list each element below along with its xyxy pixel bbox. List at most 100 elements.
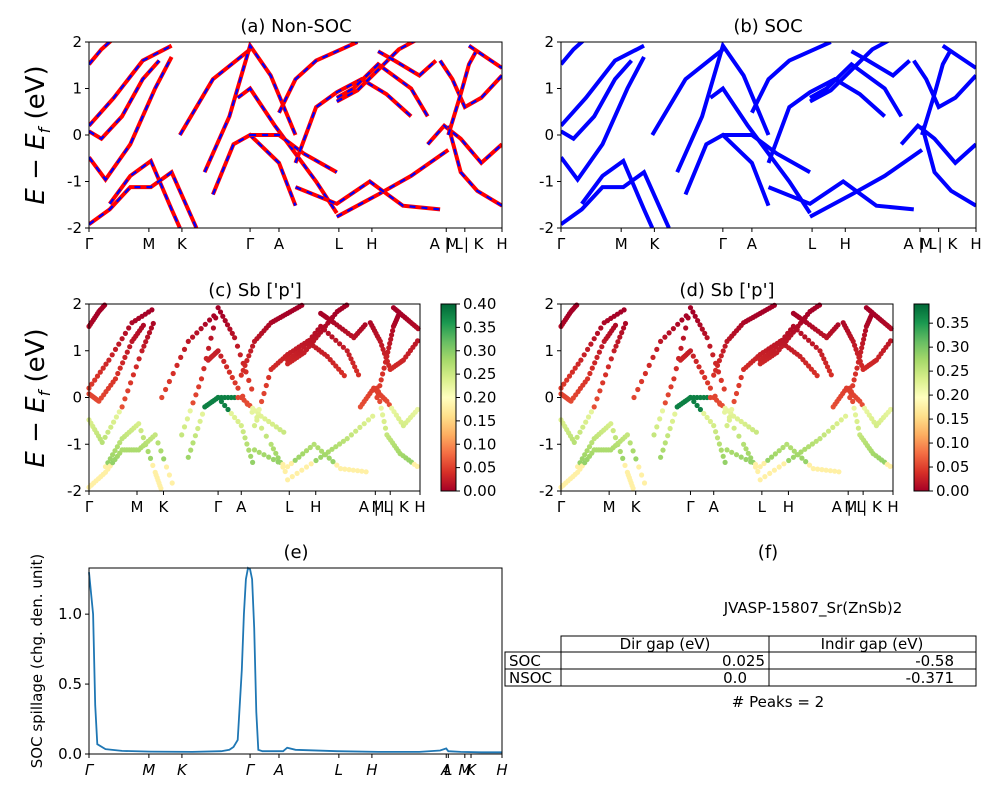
panel-c-point	[208, 335, 214, 341]
panel-d-point	[585, 376, 591, 382]
panel-a-band-dash-6	[178, 48, 251, 136]
panel-d-point	[743, 456, 749, 463]
panel-d-point	[660, 447, 666, 453]
panel-d-point	[855, 425, 862, 431]
panel-c-point	[330, 459, 336, 465]
panel-d-point	[667, 425, 673, 432]
panel-c-point	[234, 343, 241, 349]
panel-b-band-21	[941, 44, 976, 70]
panel-c-xtick-label: Γ	[214, 498, 223, 516]
panel-d-point	[685, 315, 691, 321]
panel-c-point	[318, 454, 324, 460]
panel-d-point	[621, 325, 627, 331]
panel-c-point	[155, 440, 161, 446]
panel-e-xtick-label: L	[335, 761, 343, 779]
panel-d-point	[755, 468, 761, 475]
panel-c-point	[414, 463, 420, 469]
panel-c-point	[166, 472, 172, 478]
panel-d-point	[680, 335, 687, 341]
panel-b-band-4	[580, 157, 655, 228]
panel-d-point	[581, 352, 587, 358]
panel-c-point	[136, 421, 142, 427]
panel-d-point	[603, 372, 609, 378]
panel-d-point	[642, 370, 649, 377]
panel-d-point	[687, 305, 694, 311]
panel-c-point	[217, 309, 224, 315]
panel-d-point	[654, 424, 660, 430]
panel-c-point	[280, 461, 286, 467]
panel-d-point	[702, 330, 708, 336]
panel-b-band-12	[766, 76, 887, 164]
panel-c-point	[149, 307, 155, 313]
panel-c-point	[303, 464, 310, 470]
panel-c-point	[352, 364, 358, 370]
panel-d-point	[861, 332, 868, 338]
panel-c-xtick-label: L	[285, 498, 294, 516]
panel-c-point	[261, 390, 267, 397]
panel-b-band-6	[650, 47, 725, 137]
panel-d-point	[673, 366, 679, 372]
panel-b-xtick-label: M | K	[920, 235, 959, 253]
panel-d-xtick-label: M | K	[844, 498, 883, 516]
panel-c-point	[325, 330, 331, 336]
panel-c-point	[275, 459, 281, 465]
panel-c-point	[415, 338, 421, 344]
panel-d-point	[662, 334, 668, 340]
panel-c-point	[113, 414, 119, 420]
panel-d-point	[853, 346, 859, 352]
panel-d-point	[757, 464, 763, 470]
panel-d-point	[761, 460, 767, 467]
panel-d-point	[861, 336, 867, 342]
panel-c-point	[374, 394, 380, 401]
panel-c-point	[273, 424, 279, 430]
panel-d-point	[762, 474, 768, 480]
panel-c-colorbar-tick-label: 0.15	[463, 412, 496, 430]
panel-b-band-5	[561, 169, 671, 228]
panel-d-point	[781, 461, 787, 467]
panel-d-point	[858, 349, 864, 355]
panel-d-point	[710, 352, 716, 358]
panel-b-ytick-label: 0	[544, 126, 554, 144]
panel-d-point	[639, 472, 645, 478]
panel-c-point	[229, 374, 235, 381]
panel-d-point	[786, 457, 792, 464]
panel-d-point	[731, 413, 737, 419]
panel-c-point	[250, 459, 256, 465]
panel-a-band-21	[467, 44, 502, 70]
panel-d-point	[734, 416, 741, 422]
panel-d-point	[776, 448, 782, 454]
panel-c-point	[354, 368, 360, 374]
panel-a-band-dash-9	[237, 86, 338, 214]
panel-c-point	[94, 373, 101, 379]
panel-d-point	[850, 398, 856, 405]
panel-c-point	[117, 365, 123, 371]
panel-d-colorbar-tick-label: 0.00	[936, 482, 969, 500]
panel-c-point	[105, 429, 111, 435]
panel-c-xtick-label: M | K	[372, 498, 411, 516]
panel-c-point	[232, 335, 238, 341]
row-nsoc-label: NSOC	[509, 669, 552, 687]
row-nsoc-indir: -0.371	[906, 669, 954, 687]
panel-c-point	[192, 433, 198, 439]
panel-a-band-6	[178, 47, 252, 137]
panel-c-point	[377, 338, 383, 344]
panel-c-point	[148, 325, 154, 331]
panel-d-point	[641, 480, 648, 486]
panel-c-point	[378, 377, 384, 383]
panel-b-xtick-label: A	[747, 235, 758, 253]
panel-c-point	[197, 418, 203, 424]
panel-d-xtick-label: H	[887, 498, 898, 516]
panel-c-point	[390, 328, 396, 334]
panel-c-point	[194, 330, 200, 336]
panel-c-point	[381, 418, 387, 425]
panel-c-point	[130, 372, 136, 378]
panel-d-xtick-label: K	[631, 498, 642, 516]
panel-d-point	[852, 371, 859, 377]
panel-d-point	[608, 421, 614, 427]
panel-d-point	[887, 463, 893, 469]
panel-a-ytick-label: -1	[67, 173, 82, 191]
panel-c-point	[198, 376, 205, 382]
panel-c-point	[282, 468, 288, 475]
panel-d-point	[852, 342, 858, 348]
panel-d-point	[662, 440, 668, 446]
